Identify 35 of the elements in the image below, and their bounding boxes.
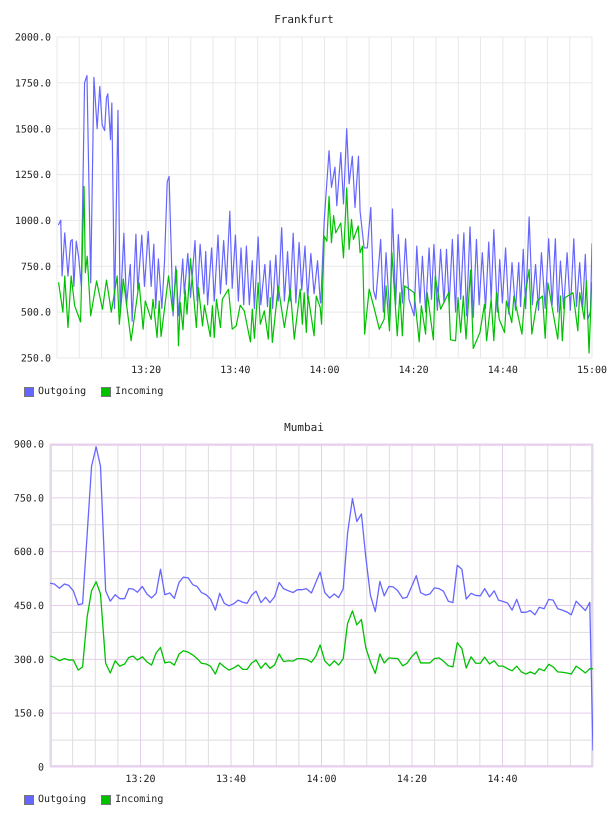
line-series <box>58 186 592 354</box>
x-tick-label: 14:40 <box>488 365 518 376</box>
legend-label: Incoming <box>115 794 164 806</box>
line-series <box>58 74 592 322</box>
y-tick-label: 0 <box>38 762 44 774</box>
y-tick-label: 500.0 <box>20 308 51 319</box>
line-series <box>50 581 593 675</box>
x-tick-label: 13:40 <box>216 774 246 786</box>
x-tick-label: 13:20 <box>131 365 162 376</box>
legend-label: Outgoing <box>38 386 86 398</box>
y-tick-label: 750.0 <box>14 493 44 504</box>
chart-title: Frankfurt <box>273 13 335 27</box>
x-tick-label: 13:40 <box>220 365 250 376</box>
y-tick-label: 1250.0 <box>14 170 51 182</box>
y-tick-label: 450.0 <box>14 601 44 612</box>
y-tick-label: 250.0 <box>20 354 51 365</box>
y-tick-label: 2000.0 <box>14 32 51 44</box>
y-tick-label: 1750.0 <box>14 78 51 90</box>
y-tick-label: 900.0 <box>14 440 44 451</box>
x-tick-label: 15:00 <box>576 365 608 376</box>
y-tick-label: 1500.0 <box>14 124 51 136</box>
x-tick-label: 14:20 <box>398 365 429 376</box>
legend-label: Incoming <box>115 386 164 398</box>
legend-label: Outgoing <box>38 794 86 806</box>
x-tick-label: 13:20 <box>125 774 156 786</box>
y-tick-label: 750.0 <box>20 262 51 273</box>
y-tick-label: 1000.0 <box>14 216 51 227</box>
x-tick-label: 14:40 <box>487 774 518 786</box>
y-tick-label: 300.0 <box>14 654 44 666</box>
x-tick-label: 14:20 <box>396 774 428 786</box>
y-tick-label: 150.0 <box>14 708 44 720</box>
x-tick-label: 14:00 <box>306 774 337 786</box>
x-tick-label: 14:00 <box>309 365 340 376</box>
y-tick-label: 600.0 <box>14 547 44 558</box>
chart-title: Mumbai <box>283 421 325 435</box>
